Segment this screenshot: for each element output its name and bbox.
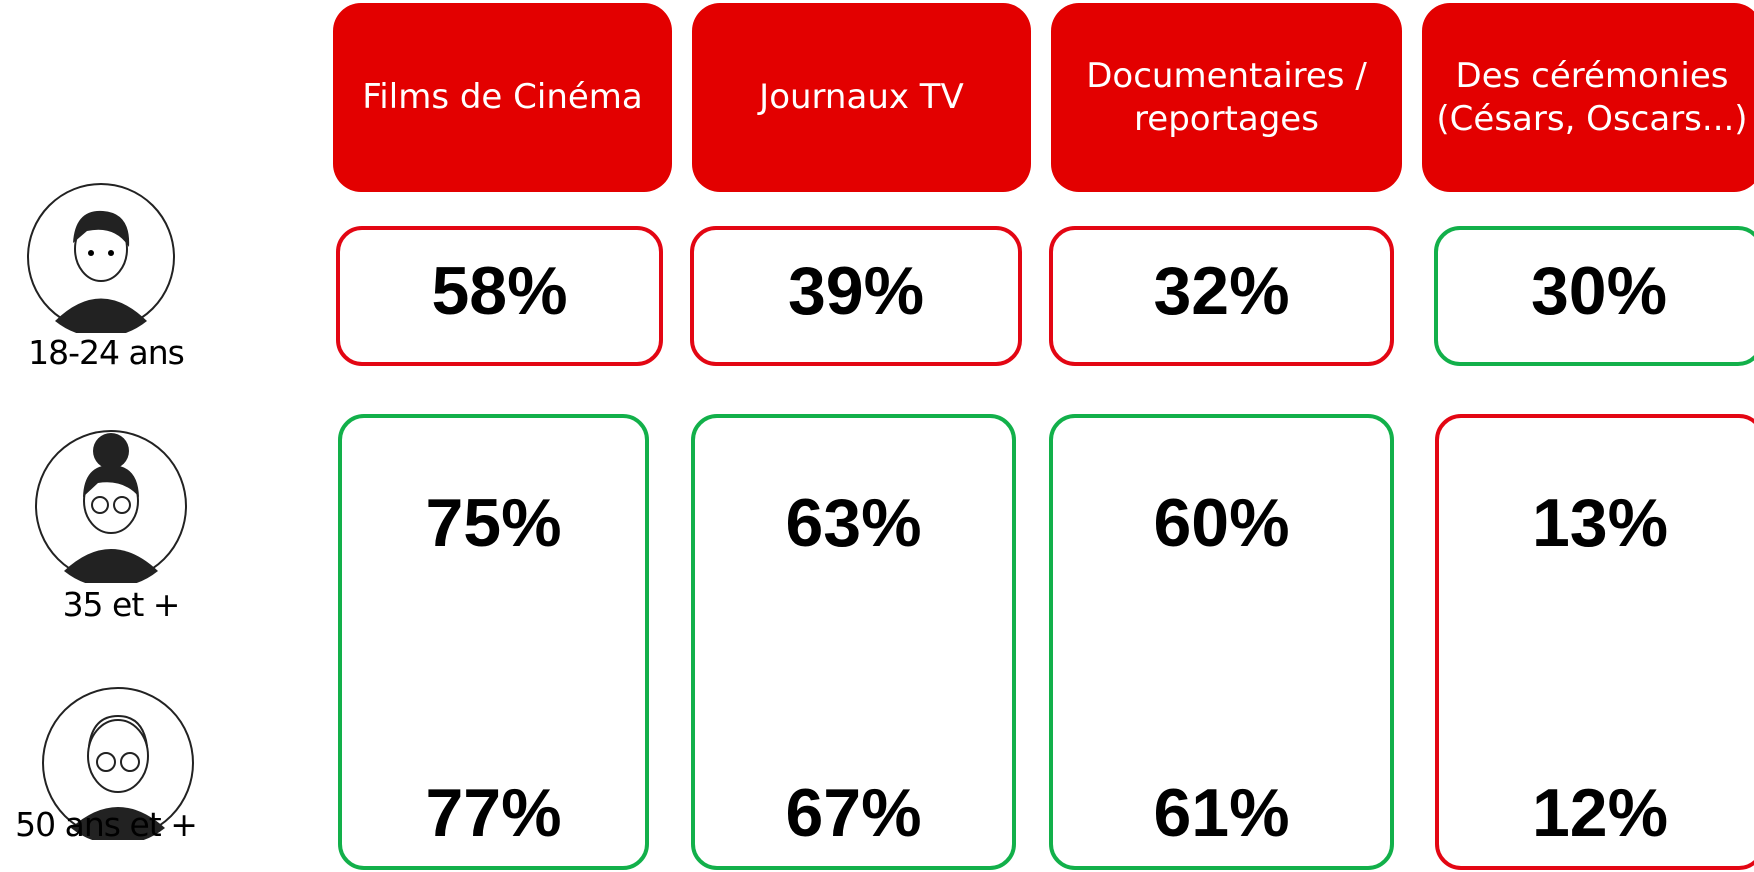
- value-box: [336, 226, 663, 366]
- value-box: [691, 414, 1016, 870]
- value-box: [1434, 226, 1754, 366]
- avatar: [27, 183, 175, 333]
- value: 63%: [785, 485, 922, 561]
- value-box: [1049, 414, 1394, 870]
- column-header: Documentaires / reportages: [1051, 3, 1402, 192]
- value: 12%: [1531, 775, 1669, 851]
- column-header: Des cérémonies (Césars, Oscars...): [1422, 3, 1754, 192]
- value: 39%: [787, 253, 925, 329]
- value-box: [1435, 414, 1754, 870]
- value: 67%: [785, 775, 922, 851]
- value: 61%: [1153, 775, 1290, 851]
- value: 30%: [1530, 253, 1668, 329]
- value-box: [690, 226, 1022, 366]
- column-header: Films de Cinéma: [333, 3, 672, 192]
- value: 32%: [1153, 253, 1290, 329]
- value: 13%: [1531, 485, 1669, 561]
- row-label: 50 ans et +: [15, 804, 198, 844]
- column-header: Journaux TV: [692, 3, 1031, 192]
- value-box: [338, 414, 649, 870]
- value: 58%: [431, 253, 568, 329]
- row-label: 18-24 ans: [28, 332, 185, 372]
- row-label: 35 et +: [62, 584, 181, 624]
- value: 60%: [1153, 485, 1290, 561]
- avatar: [42, 687, 194, 840]
- value-box: [1049, 226, 1394, 366]
- value: 75%: [425, 485, 562, 561]
- value: 77%: [425, 775, 562, 851]
- avatar: [35, 430, 187, 583]
